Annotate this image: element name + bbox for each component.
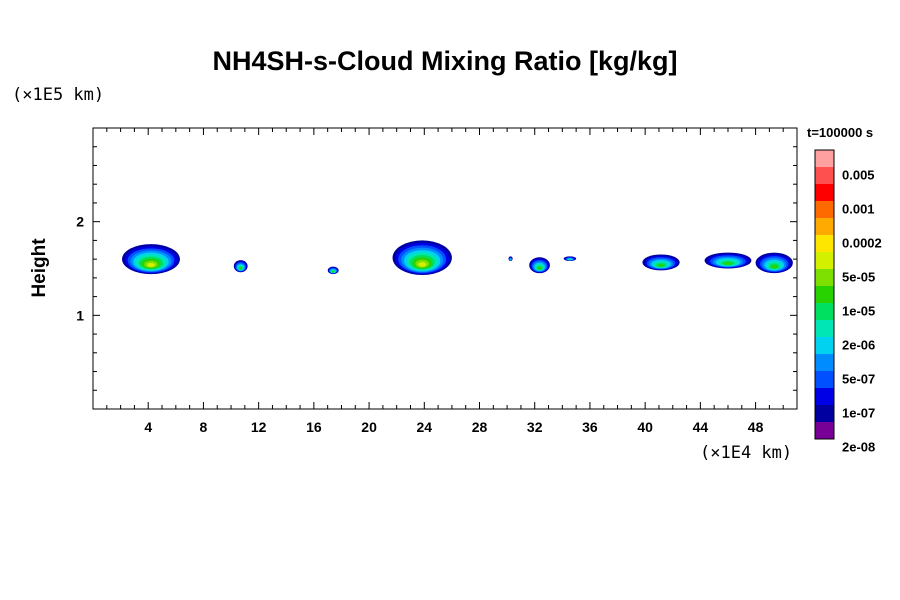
cloud-contour [509, 258, 512, 261]
colorbar-swatch [815, 405, 834, 422]
colorbar-label: 1e-07 [842, 406, 875, 421]
cloud-8 [642, 254, 680, 271]
cloud-contour [724, 262, 732, 265]
x-tick-label: 24 [417, 419, 433, 435]
colorbar-swatch [815, 388, 834, 405]
x-tick-label: 36 [582, 419, 598, 435]
colorbar-swatch [815, 269, 834, 286]
colorbar-swatch [815, 150, 834, 167]
colorbar-label: 0.001 [842, 202, 875, 217]
colorbar-swatch [815, 252, 834, 269]
cloud-contour [332, 270, 335, 273]
colorbar-label: 0.0002 [842, 236, 882, 251]
cloud-contour [147, 262, 155, 267]
plot-frame [92, 127, 798, 410]
x-tick-label: 20 [361, 419, 377, 435]
colorbar-swatch [815, 303, 834, 320]
cloud-2 [233, 260, 248, 273]
time-label: t=100000 s [807, 125, 874, 140]
colorbar-swatch [815, 184, 834, 201]
x-tick-label: 28 [472, 419, 488, 435]
colorbar-swatch [815, 286, 834, 303]
x-tick-label: 4 [144, 419, 152, 435]
x-tick-label: 16 [306, 419, 322, 435]
colorbar-swatch [815, 371, 834, 388]
x-tick-label: 40 [637, 419, 653, 435]
colorbar-swatch [815, 422, 834, 439]
y-axis-unit: (×1E5 km) [12, 85, 105, 105]
colorbar-swatch [815, 218, 834, 235]
colorbar-border [814, 149, 835, 440]
cloud-10 [755, 252, 793, 274]
colorbar-label: 5e-05 [842, 270, 875, 285]
colorbar: 0.005 0.001 0.0002 5e-05 1e-05 2e-06 5e-07 1e-0… [814, 149, 882, 455]
colorbar-swatch [815, 337, 834, 354]
cloud-3 [327, 266, 339, 275]
cloud-5 [508, 256, 513, 262]
colorbar-label: 2e-06 [842, 338, 875, 353]
y-axis: 12 [76, 146, 797, 391]
cloud-layer [121, 240, 793, 276]
cloud-contour [568, 258, 572, 261]
x-axis: 4 8 12 16 20 24 28 32 36 40 44 48 [92, 128, 798, 435]
x-tick-label: 44 [693, 419, 709, 435]
cloud-contour [239, 267, 242, 270]
colorbar-label: 0.005 [842, 168, 875, 183]
colorbar-swatch [815, 201, 834, 218]
x-tick-label: 32 [527, 419, 543, 435]
y-tick-label: 2 [76, 214, 84, 230]
cloud-contour [537, 266, 542, 270]
y-tick-label: 1 [76, 307, 84, 323]
colorbar-label: 1e-05 [842, 304, 875, 319]
colorbar-swatch [815, 354, 834, 371]
colorbar-swatch [815, 167, 834, 184]
x-tick-label: 12 [251, 419, 267, 435]
plot-border [92, 127, 798, 410]
x-axis-unit: (×1E4 km) [700, 443, 793, 463]
cloud-4 [392, 240, 452, 276]
x-tick-label: 8 [200, 419, 208, 435]
cloud-contour [657, 264, 665, 267]
cloud-1 [121, 244, 180, 275]
cloud-7 [563, 256, 577, 262]
cloud-9 [704, 252, 752, 269]
chart-title: NH4SH-s-Cloud Mixing Ratio [kg/kg] [212, 46, 678, 76]
colorbar-swatch [815, 320, 834, 337]
colorbar-label: 5e-07 [842, 372, 875, 387]
cloud-contour [771, 265, 778, 269]
colorbar-swatch [815, 235, 834, 252]
cloud-contour [418, 262, 427, 267]
colorbar-label: 2e-08 [842, 440, 875, 455]
cloud-6 [529, 257, 550, 274]
x-tick-label: 48 [748, 419, 764, 435]
